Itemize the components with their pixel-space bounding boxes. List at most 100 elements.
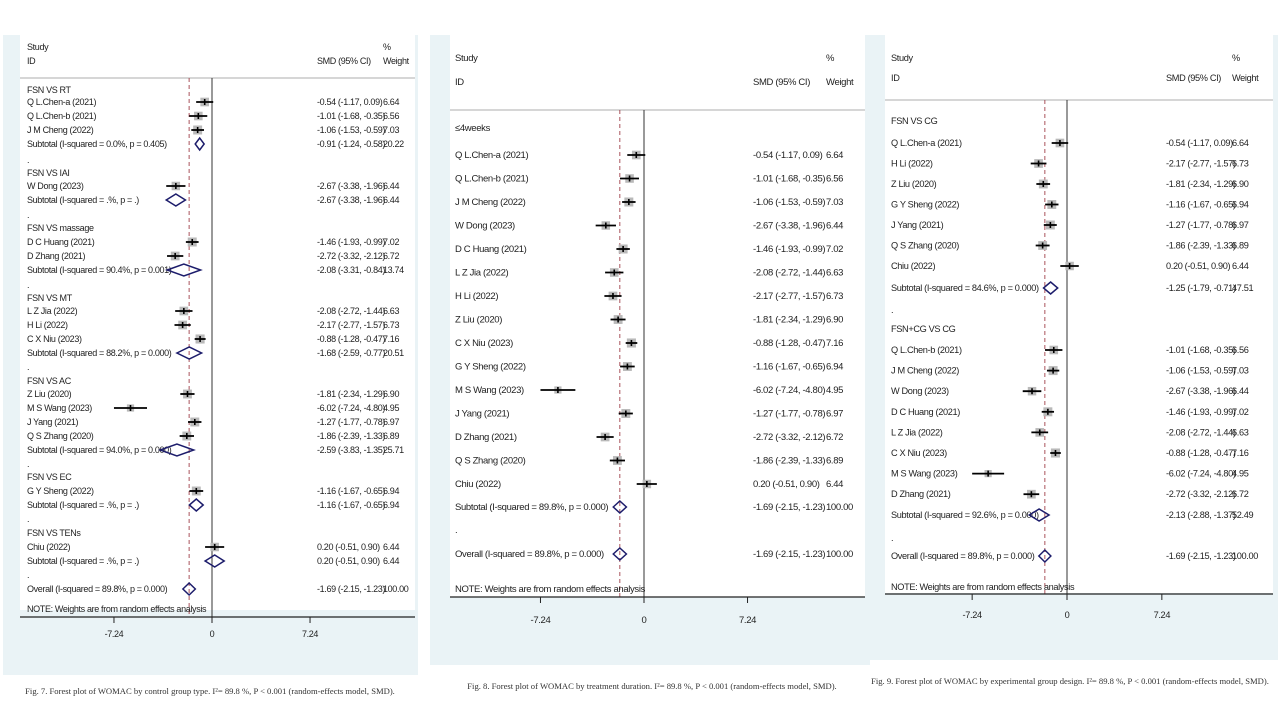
row-weight: 52.49: [1232, 510, 1253, 520]
row-weight: 6.72: [383, 251, 399, 261]
row-smd-ci: -2.13 (-2.88, -1.37): [1166, 510, 1236, 520]
row-label-group: FSN VS RT: [27, 85, 72, 95]
plot-area: [450, 35, 865, 597]
row-weight: 6.90: [826, 315, 843, 326]
row-weight: 6.44: [383, 181, 399, 191]
row-label-study: C X Niu (2023): [455, 338, 513, 349]
row-smd-ci: -0.54 (-1.17, 0.09): [317, 97, 383, 107]
figure-caption: Fig. 7. Forest plot of WOMAC by control …: [25, 686, 395, 696]
row-smd-ci: -1.69 (-2.15, -1.23): [753, 502, 825, 513]
header-id: ID: [455, 77, 464, 88]
row-weight: 6.56: [383, 111, 399, 121]
x-tick-label: 0: [210, 629, 215, 639]
row-weight: 7.16: [1232, 448, 1249, 458]
row-weight: 100.00: [383, 584, 409, 594]
row-smd-ci: -1.81 (-2.34, -1.29): [753, 315, 825, 326]
overall-diamond: [181, 581, 197, 597]
row-weight: 4.95: [383, 403, 399, 413]
row-weight: 7.16: [826, 338, 843, 349]
row-smd-ci: -1.16 (-1.67, -0.65): [317, 500, 385, 510]
row-weight: 6.44: [826, 221, 843, 232]
row-label-study: G Y Sheng (2022): [27, 486, 94, 496]
row-label-group: FSN VS IAI: [27, 168, 70, 178]
header-study: Study: [27, 42, 49, 52]
row-label-subtotal: Subtotal (I-squared = 90.4%, p = 0.001): [27, 265, 172, 275]
row-label-study: D C Huang (2021): [27, 237, 95, 247]
row-label-study: L Z Jia (2022): [27, 306, 78, 316]
row-weight: 4.95: [1232, 469, 1249, 479]
row-smd-ci: -1.25 (-1.79, -0.71): [1166, 283, 1236, 293]
row-weight: 47.51: [1232, 283, 1253, 293]
x-tick-label: -7.24: [963, 610, 982, 620]
row-label-study: Chiu (2022): [455, 479, 501, 490]
row-label-group: FSN VS MT: [27, 293, 73, 303]
header-weight: Weight: [1232, 73, 1259, 83]
row-label-study: C X Niu (2023): [27, 334, 82, 344]
forest-plot-panel-1: Study ID SMD (95% CI)% Weight FSN VS RT Q L.C…: [3, 35, 418, 696]
row-smd-ci: -1.01 (-1.68, -0.35): [753, 174, 825, 185]
row-weight: 13.74: [383, 265, 404, 275]
row-smd-ci: -1.69 (-2.15, -1.23): [317, 584, 385, 594]
x-tick-label: 7.24: [1154, 610, 1171, 620]
overall-diamond: [612, 546, 628, 562]
row-label-subtotal: Subtotal (I-squared = .%, p = .): [27, 195, 139, 205]
header-study: Study: [891, 53, 913, 63]
row-weight: 6.89: [826, 456, 843, 467]
row-label-study: M S Wang (2023): [891, 469, 958, 479]
row-label-study: M S Wang (2023): [27, 403, 92, 413]
row-weight: 6.63: [1232, 427, 1249, 437]
row-smd-ci: -6.02 (-7.24, -4.80): [753, 385, 825, 396]
subtotal-diamond: [188, 498, 205, 512]
row-label-study: J M Cheng (2022): [27, 125, 94, 135]
row-label-study: D C Huang (2021): [455, 244, 527, 255]
row-smd-ci: -2.08 (-2.72, -1.44): [753, 268, 825, 279]
row-smd-ci: -0.54 (-1.17, 0.09): [1166, 138, 1233, 148]
row-weight: 6.64: [826, 150, 843, 161]
header-smd-ci: SMD (95% CI): [1166, 73, 1221, 83]
figure-caption: Fig. 9. Forest plot of WOMAC by experime…: [871, 676, 1269, 686]
subtotal-diamond: [194, 136, 206, 152]
row-weight: 6.90: [1232, 179, 1249, 189]
row-smd-ci: -2.67 (-3.38, -1.96): [753, 221, 825, 232]
row-smd-ci: -2.67 (-3.38, -1.96): [1166, 386, 1236, 396]
row-smd-ci: -1.69 (-2.15, -1.23): [753, 549, 825, 560]
x-tick-label: 7.24: [302, 629, 318, 639]
row-label-study: H Li (2022): [27, 320, 68, 330]
row-label-study: W Dong (2023): [27, 181, 84, 191]
row-smd-ci: -1.01 (-1.68, -0.35): [317, 111, 385, 121]
row-label-group: ≤4weeks: [455, 123, 491, 134]
row-weight: 20.22: [383, 139, 404, 149]
row-weight: 100.00: [826, 549, 853, 560]
forest-plot-panel-3: Study ID SMD (95% CI)% Weight FSN VS CG Q L.C…: [870, 35, 1278, 686]
row-weight: 6.73: [383, 320, 399, 330]
plot-area: [20, 35, 415, 610]
row-smd-ci: -2.59 (-3.83, -1.35): [317, 445, 385, 455]
row-smd-ci: -2.08 (-2.72, -1.44): [1166, 427, 1236, 437]
row-weight: 20.51: [383, 348, 404, 358]
row-weight: 6.44: [383, 542, 399, 552]
row-smd-ci: -1.86 (-2.39, -1.33): [317, 431, 385, 441]
row-label-study: Q S Zhang (2020): [27, 431, 94, 441]
row-weight: 6.72: [826, 432, 843, 443]
header-id: ID: [27, 56, 36, 66]
row-label-subtotal: Subtotal (I-squared = 0.0%, p = 0.405): [27, 139, 167, 149]
x-tick-label: -7.24: [531, 615, 551, 626]
row-smd-ci: -1.69 (-2.15, -1.23): [1166, 551, 1236, 561]
row-smd-ci: -1.06 (-1.53, -0.59): [1166, 366, 1236, 376]
row-label-study: J M Cheng (2022): [891, 366, 959, 376]
row-label-spacer: .: [891, 305, 893, 315]
header-weight: Weight: [826, 77, 854, 88]
row-label-study: J M Cheng (2022): [455, 197, 526, 208]
subtotal-diamond: [157, 443, 196, 457]
row-label-study: D Zhang (2021): [455, 432, 517, 443]
subtotal-diamond: [175, 346, 204, 360]
row-label-study: L Z Jia (2022): [891, 427, 943, 437]
row-smd-ci: -0.88 (-1.28, -0.47): [1166, 448, 1236, 458]
row-weight: 6.44: [383, 556, 399, 566]
row-weight: 6.89: [383, 431, 399, 441]
row-weight: 6.89: [1232, 241, 1249, 251]
row-label-spacer: .: [891, 533, 893, 543]
row-weight: 100.00: [826, 502, 853, 513]
row-label-note: NOTE: Weights are from random effects an…: [891, 582, 1075, 592]
row-smd-ci: 0.20 (-0.51, 0.90): [753, 479, 820, 490]
